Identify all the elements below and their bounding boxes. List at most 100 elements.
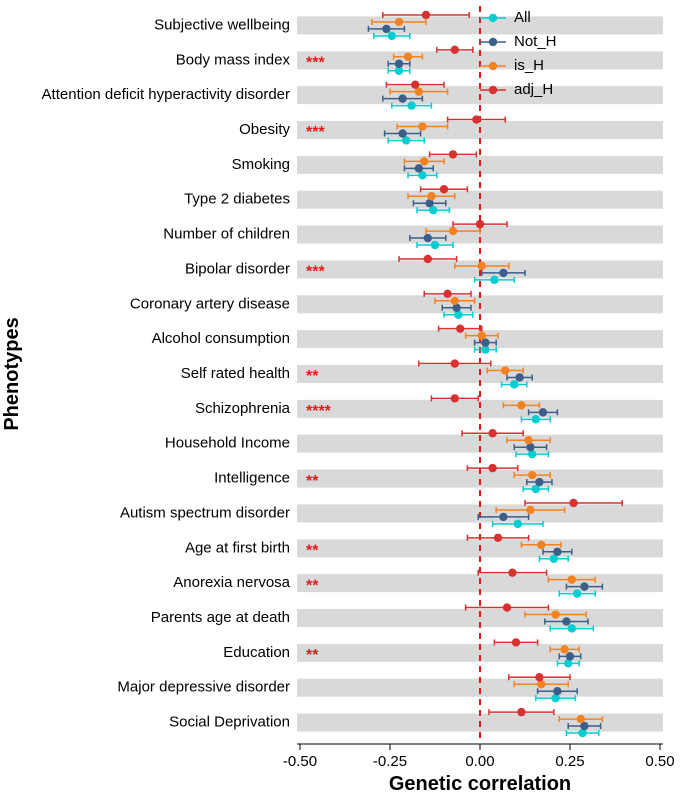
data-point: [568, 624, 576, 632]
data-point: [398, 94, 406, 102]
data-point: [512, 638, 520, 646]
data-point: [476, 220, 484, 228]
data-point: [395, 18, 403, 26]
data-point: [562, 617, 570, 625]
data-point: [388, 32, 396, 40]
data-point: [451, 394, 459, 402]
data-point: [415, 164, 423, 172]
data-point: [566, 652, 574, 660]
significance-stars: **: [306, 577, 319, 594]
phenotype-label: Schizophrenia: [195, 400, 291, 417]
data-point: [508, 568, 516, 576]
data-point: [494, 534, 502, 542]
x-tick-label: -0.50: [283, 753, 317, 770]
x-tick-label: 0.25: [555, 753, 584, 770]
phenotype-label: Social Deprivation: [169, 714, 290, 731]
legend-label: is_H: [514, 57, 544, 74]
phenotype-label: Anorexia nervosa: [173, 574, 290, 591]
data-point: [532, 415, 540, 423]
data-point: [443, 290, 451, 298]
phenotype-label: Education: [223, 644, 290, 661]
phenotype-label: Self rated health: [181, 365, 290, 382]
data-point: [580, 582, 588, 590]
data-point: [404, 53, 412, 61]
x-axis-label: Genetic correlation: [389, 773, 571, 794]
data-point: [422, 11, 430, 19]
data-point: [553, 687, 561, 695]
data-point: [449, 150, 457, 158]
data-point: [535, 673, 543, 681]
data-point: [526, 506, 534, 514]
data-point: [503, 603, 511, 611]
data-point: [451, 46, 459, 54]
data-point: [560, 645, 568, 653]
x-tick-label: -0.25: [373, 753, 407, 770]
data-point: [451, 297, 459, 305]
significance-stars: ****: [306, 403, 332, 420]
data-point: [524, 436, 532, 444]
data-point: [418, 122, 426, 130]
x-tick-label: 0.00: [465, 753, 494, 770]
data-point: [451, 359, 459, 367]
data-point: [510, 380, 518, 388]
data-point: [569, 499, 577, 507]
phenotype-label: Number of children: [163, 226, 290, 243]
phenotype-label: Body mass index: [176, 51, 291, 68]
phenotype-label: Major depressive disorder: [117, 679, 290, 696]
legend-label: Not_H: [514, 33, 557, 50]
forest-plot: Subjective wellbeing Body mass index *** At…: [0, 0, 685, 794]
data-point: [424, 234, 432, 242]
significance-stars: **: [306, 647, 319, 664]
data-point: [517, 708, 525, 716]
data-point: [488, 464, 496, 472]
data-point: [382, 25, 390, 33]
data-point: [535, 478, 543, 486]
data-point: [499, 513, 507, 521]
data-point: [420, 157, 428, 165]
significance-stars: ***: [306, 264, 325, 281]
legend-marker: [489, 86, 497, 94]
data-point: [398, 129, 406, 137]
phenotype-label: Subjective wellbeing: [154, 16, 290, 33]
legend-label: adj_H: [514, 81, 553, 98]
phenotype-label: Household Income: [165, 435, 290, 452]
data-point: [515, 373, 523, 381]
data-point: [573, 589, 581, 597]
data-point: [539, 408, 547, 416]
data-point: [440, 185, 448, 193]
significance-stars: **: [306, 473, 319, 490]
data-point: [478, 331, 486, 339]
data-point: [517, 401, 525, 409]
data-point: [395, 60, 403, 68]
significance-stars: ***: [306, 124, 325, 141]
phenotype-label: Smoking: [232, 156, 290, 173]
data-point: [449, 227, 457, 235]
data-point: [577, 715, 585, 723]
data-point: [427, 192, 435, 200]
legend-marker: [489, 38, 497, 46]
data-point: [411, 80, 419, 88]
legend-marker: [489, 62, 497, 70]
data-point: [424, 255, 432, 263]
phenotype-label: Bipolar disorder: [185, 260, 290, 277]
data-point: [488, 429, 496, 437]
data-point: [456, 324, 464, 332]
phenotype-label: Age at first birth: [185, 539, 290, 556]
phenotype-label: Obesity: [239, 121, 290, 138]
data-point: [537, 541, 545, 549]
data-point: [501, 366, 509, 374]
significance-stars: **: [306, 368, 319, 385]
legend-marker: [489, 14, 497, 22]
data-point: [499, 269, 507, 277]
phenotype-label: Alcohol consumption: [152, 330, 290, 347]
data-point: [478, 262, 486, 270]
phenotype-label: Autism spectrum disorder: [120, 504, 290, 521]
x-tick-label: 0.50: [645, 753, 674, 770]
phenotype-label: Coronary artery disease: [130, 295, 290, 312]
phenotype-label: Attention deficit hyperactivity disorder: [42, 86, 290, 103]
data-point: [407, 101, 415, 109]
data-point: [528, 471, 536, 479]
phenotype-label: Intelligence: [214, 470, 290, 487]
data-point: [431, 241, 439, 249]
phenotype-label: Type 2 diabetes: [184, 191, 290, 208]
